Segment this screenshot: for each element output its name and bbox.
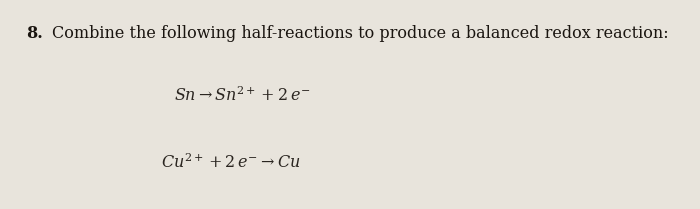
Text: $Cu^{2+} + 2\,e^{-} \rightarrow Cu$: $Cu^{2+} + 2\,e^{-} \rightarrow Cu$ bbox=[161, 154, 300, 172]
Text: $Sn \rightarrow Sn^{2+} + 2\,e^{-}$: $Sn \rightarrow Sn^{2+} + 2\,e^{-}$ bbox=[174, 87, 311, 106]
Text: Combine the following half-reactions to produce a balanced redox reaction:: Combine the following half-reactions to … bbox=[52, 25, 668, 42]
Text: 8.: 8. bbox=[26, 25, 43, 42]
